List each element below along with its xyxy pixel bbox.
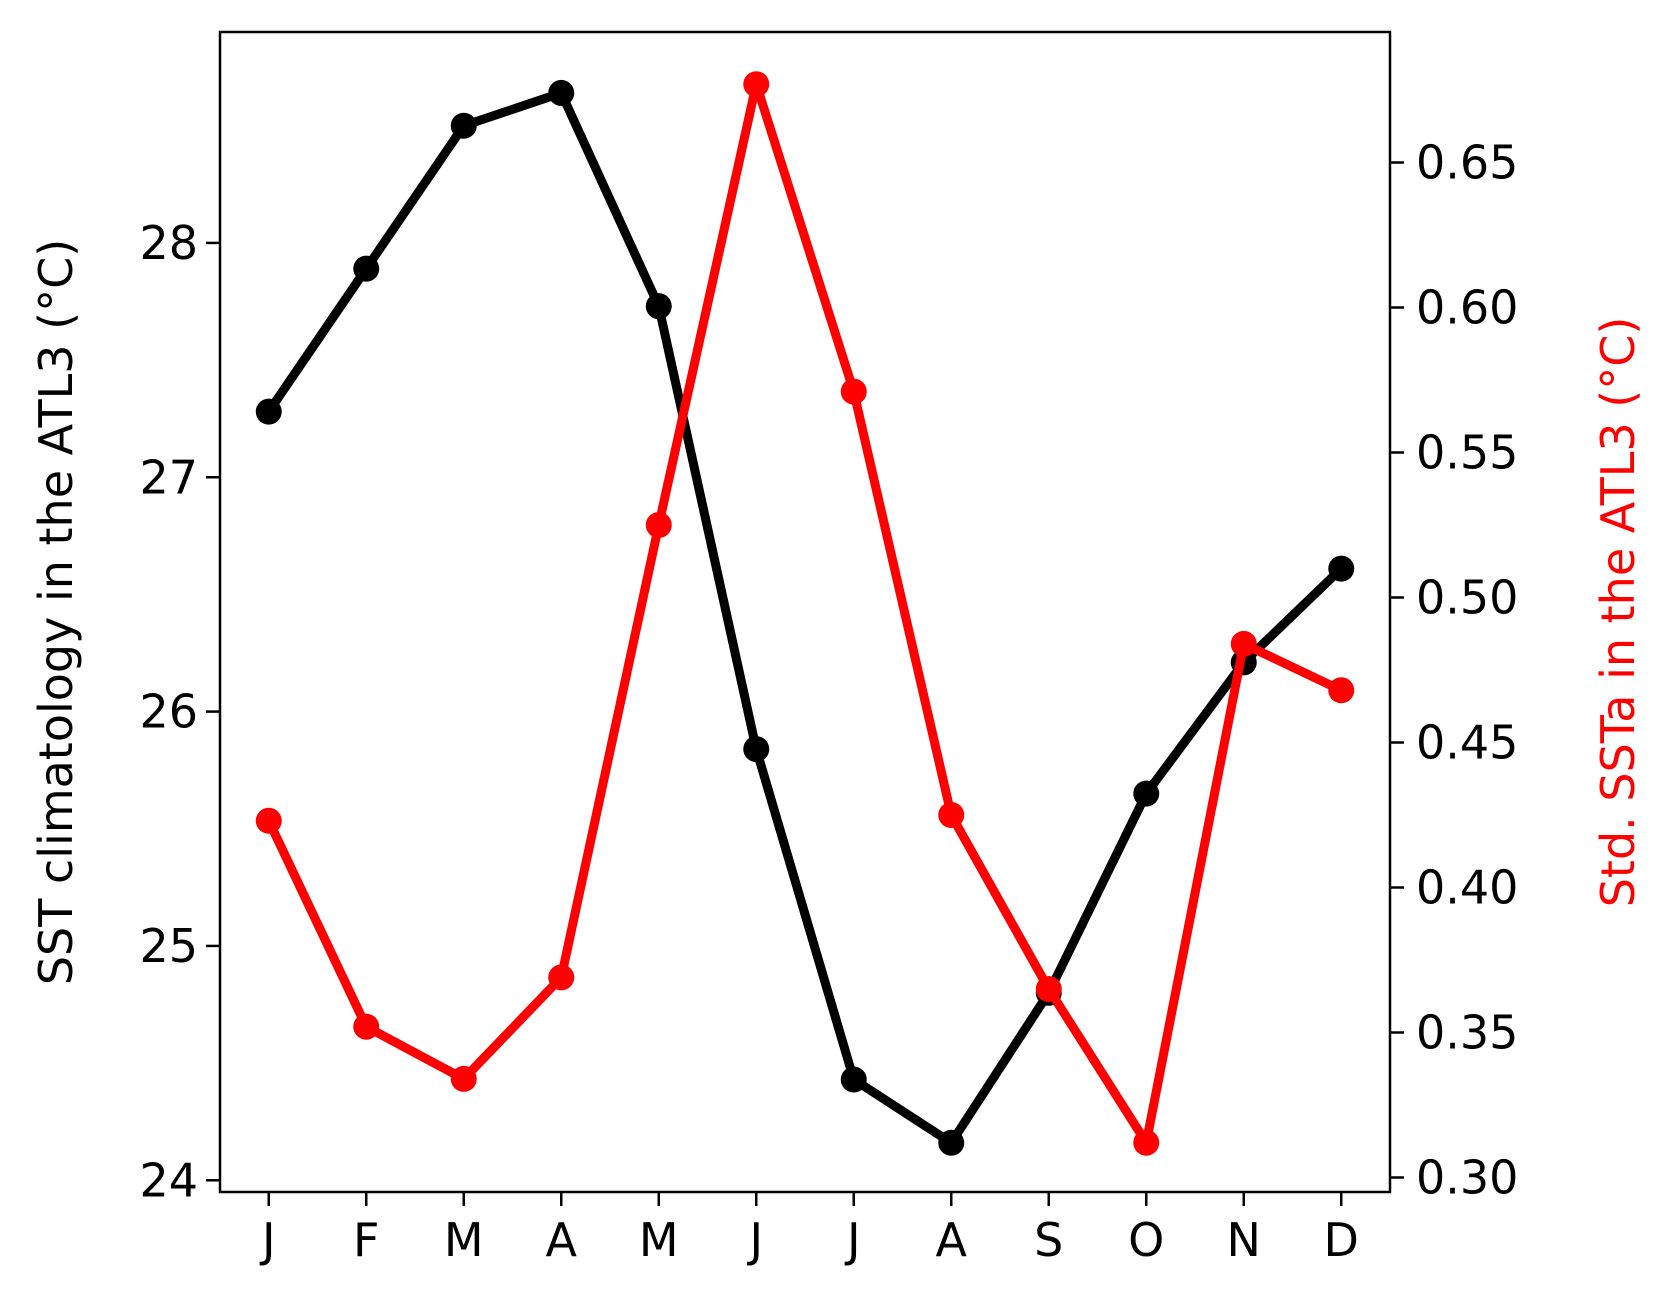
data-point: [1328, 677, 1355, 704]
right-y-axis: 0.30 0.35 0.40 0.45 0.50 0.55 0.60 0.65: [1390, 136, 1518, 1205]
x-tick-label: M: [444, 1213, 484, 1267]
x-tick-label: M: [639, 1213, 679, 1267]
x-tick-label: F: [353, 1213, 379, 1267]
data-point: [743, 71, 770, 98]
right-tick-label: 0.40: [1416, 861, 1518, 915]
data-point: [353, 1013, 380, 1040]
left-y-axis-title: SST climatology in the ATL3 (°C): [29, 239, 83, 985]
data-point: [1230, 630, 1257, 657]
right-tick-label: 0.60: [1416, 281, 1518, 335]
data-point: [548, 964, 575, 991]
data-point: [840, 1066, 867, 1093]
right-tick-label: 0.30: [1416, 1151, 1518, 1205]
plot-area-border: [218, 30, 1392, 1194]
x-tick-label: A: [936, 1213, 968, 1267]
series-layer: [255, 71, 1355, 1156]
data-point: [450, 112, 477, 139]
left-y-axis: 24 25 26 27 28: [139, 216, 220, 1207]
x-tick-label: N: [1227, 1213, 1261, 1267]
right-tick-label: 0.65: [1416, 136, 1518, 190]
x-tick-label: A: [546, 1213, 578, 1267]
left-tick-label: 25: [139, 919, 198, 973]
data-point: [1133, 780, 1160, 807]
x-tick-label: S: [1034, 1213, 1063, 1267]
data-point: [840, 378, 867, 405]
data-point: [353, 255, 380, 282]
x-tick-label: J: [746, 1213, 763, 1267]
right-tick-label: 0.35: [1416, 1006, 1518, 1060]
data-point: [450, 1065, 477, 1092]
x-tick-label: J: [844, 1213, 861, 1267]
x-tick-label: O: [1128, 1213, 1164, 1267]
series-right-axis: [255, 71, 1355, 1156]
data-point: [743, 736, 770, 763]
data-point: [645, 293, 672, 320]
data-point: [1035, 976, 1062, 1002]
data-point: [1328, 555, 1355, 582]
data-point: [938, 1129, 965, 1156]
data-point: [1133, 1129, 1160, 1156]
left-tick-label: 24: [139, 1153, 198, 1207]
data-point: [938, 802, 965, 828]
data-point: [255, 807, 282, 834]
right-y-axis-title: Std. SSTa in the ATL3 (°C): [1591, 317, 1645, 908]
data-point: [645, 512, 672, 538]
right-tick-label: 0.45: [1416, 716, 1518, 770]
left-tick-label: 27: [139, 450, 198, 504]
data-point: [255, 398, 282, 425]
right-tick-label: 0.55: [1416, 426, 1518, 480]
x-tick-label: D: [1324, 1213, 1359, 1267]
plot-frame: [218, 30, 1392, 1194]
left-tick-label: 26: [139, 685, 198, 739]
x-tick-label: J: [259, 1213, 276, 1267]
series-line: [264, 79, 1346, 1148]
left-tick-label: 28: [139, 216, 198, 270]
data-point: [548, 79, 575, 106]
right-tick-label: 0.50: [1416, 571, 1518, 625]
series-line: [264, 88, 1346, 1148]
